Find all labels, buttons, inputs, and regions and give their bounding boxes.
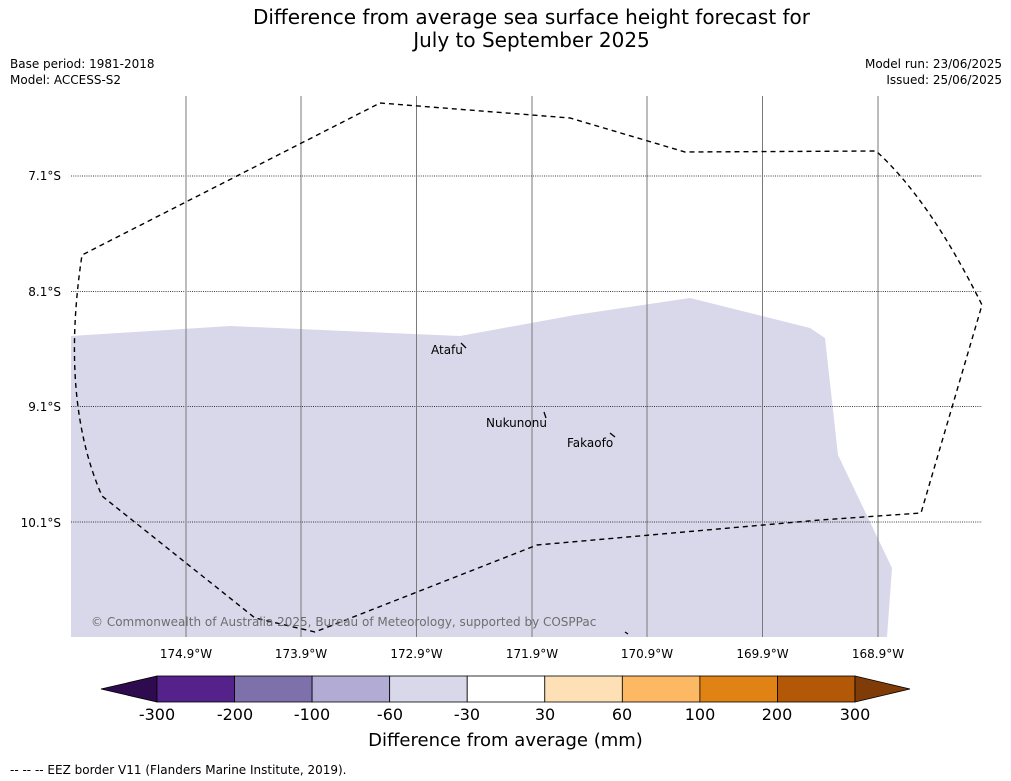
- model-name: Model: ACCESS-S2: [10, 73, 122, 87]
- lat-label-10-1: 10.1°S: [21, 516, 61, 530]
- colorbar-tick: -100: [293, 705, 331, 724]
- lon-label-170-9: 170.9°W: [621, 647, 673, 661]
- colorbar-bin: [544, 675, 623, 703]
- copyright-text: © Commonwealth of Australia 2025, Bureau…: [91, 615, 596, 629]
- lon-label-173-9: 173.9°W: [275, 647, 327, 661]
- colorbar-bin: [777, 675, 856, 703]
- lat-label-8-1: 8.1°S: [28, 285, 61, 299]
- colorbar-bin: [621, 675, 701, 703]
- lon-label-171-9: 171.9°W: [506, 647, 558, 661]
- place-label-nukunonu: Nukunonu: [486, 416, 547, 430]
- longitude-gridlines: [185, 96, 879, 637]
- eez-border: [73, 102, 983, 633]
- colorbar-extend-high: [854, 675, 911, 703]
- title-line-2: July to September 2025: [413, 28, 650, 52]
- colorbar-title: Difference from average (mm): [368, 730, 643, 751]
- meta-left: Base period: 1981-2018 Model: ACCESS-S2: [10, 56, 155, 88]
- colorbar-tick: -30: [453, 705, 481, 724]
- meta-right: Model run: 23/06/2025 Issued: 25/06/2025: [865, 56, 1002, 88]
- colorbar-extend-low: [100, 675, 158, 703]
- issued-date: Issued: 25/06/2025: [886, 73, 1002, 87]
- colorbar-bin: [466, 675, 546, 703]
- place-label-fakaofo: Fakaofo: [567, 436, 613, 450]
- nukunonu-atoll: [543, 411, 547, 419]
- atoll-marks: [460, 342, 629, 635]
- colorbar-tick: 30: [534, 705, 556, 724]
- colorbar-tick: -200: [216, 705, 254, 724]
- model-run: Model run: 23/06/2025: [864, 57, 1002, 71]
- colorbar: [100, 675, 911, 703]
- swains-mark: [624, 631, 629, 635]
- lon-label-168-9: 168.9°W: [852, 647, 904, 661]
- fakaofo-atoll: [609, 432, 616, 438]
- colorbar-tick-labels: -300 -200 -100 -60 -30 30 60 100 200 300: [0, 705, 1011, 725]
- atafu-atoll: [460, 342, 467, 349]
- colorbar-bin: [311, 675, 391, 703]
- base-period: Base period: 1981-2018: [10, 57, 155, 71]
- colorbar-bin: [699, 675, 778, 703]
- colorbar-bin: [234, 675, 313, 703]
- place-label-atafu: Atafu: [431, 343, 463, 357]
- lon-label-172-9: 172.9°W: [390, 647, 442, 661]
- colorbar-bin: [156, 675, 235, 703]
- lat-label-7-1: 7.1°S: [28, 169, 61, 183]
- lon-label-174-9: 174.9°W: [160, 647, 212, 661]
- colorbar-tick: 200: [761, 705, 793, 724]
- colorbar-tick: -60: [376, 705, 404, 724]
- colorbar-tick: -300: [138, 705, 176, 724]
- lon-label-169-9: 169.9°W: [736, 647, 788, 661]
- lat-label-9-1: 9.1°S: [28, 400, 61, 414]
- colorbar-tick: 300: [839, 705, 871, 724]
- latitude-gridlines: [71, 175, 982, 523]
- title-line-1: Difference from average sea surface heig…: [252, 5, 811, 29]
- anomaly-region: [71, 298, 892, 637]
- eez-footnote: -- -- -- EEZ border V11 (Flanders Marine…: [10, 763, 347, 777]
- colorbar-bin: [389, 675, 468, 703]
- colorbar-tick: 60: [611, 705, 633, 724]
- chart-title: Difference from average sea surface heig…: [0, 6, 1011, 52]
- colorbar-tick: 100: [684, 705, 716, 724]
